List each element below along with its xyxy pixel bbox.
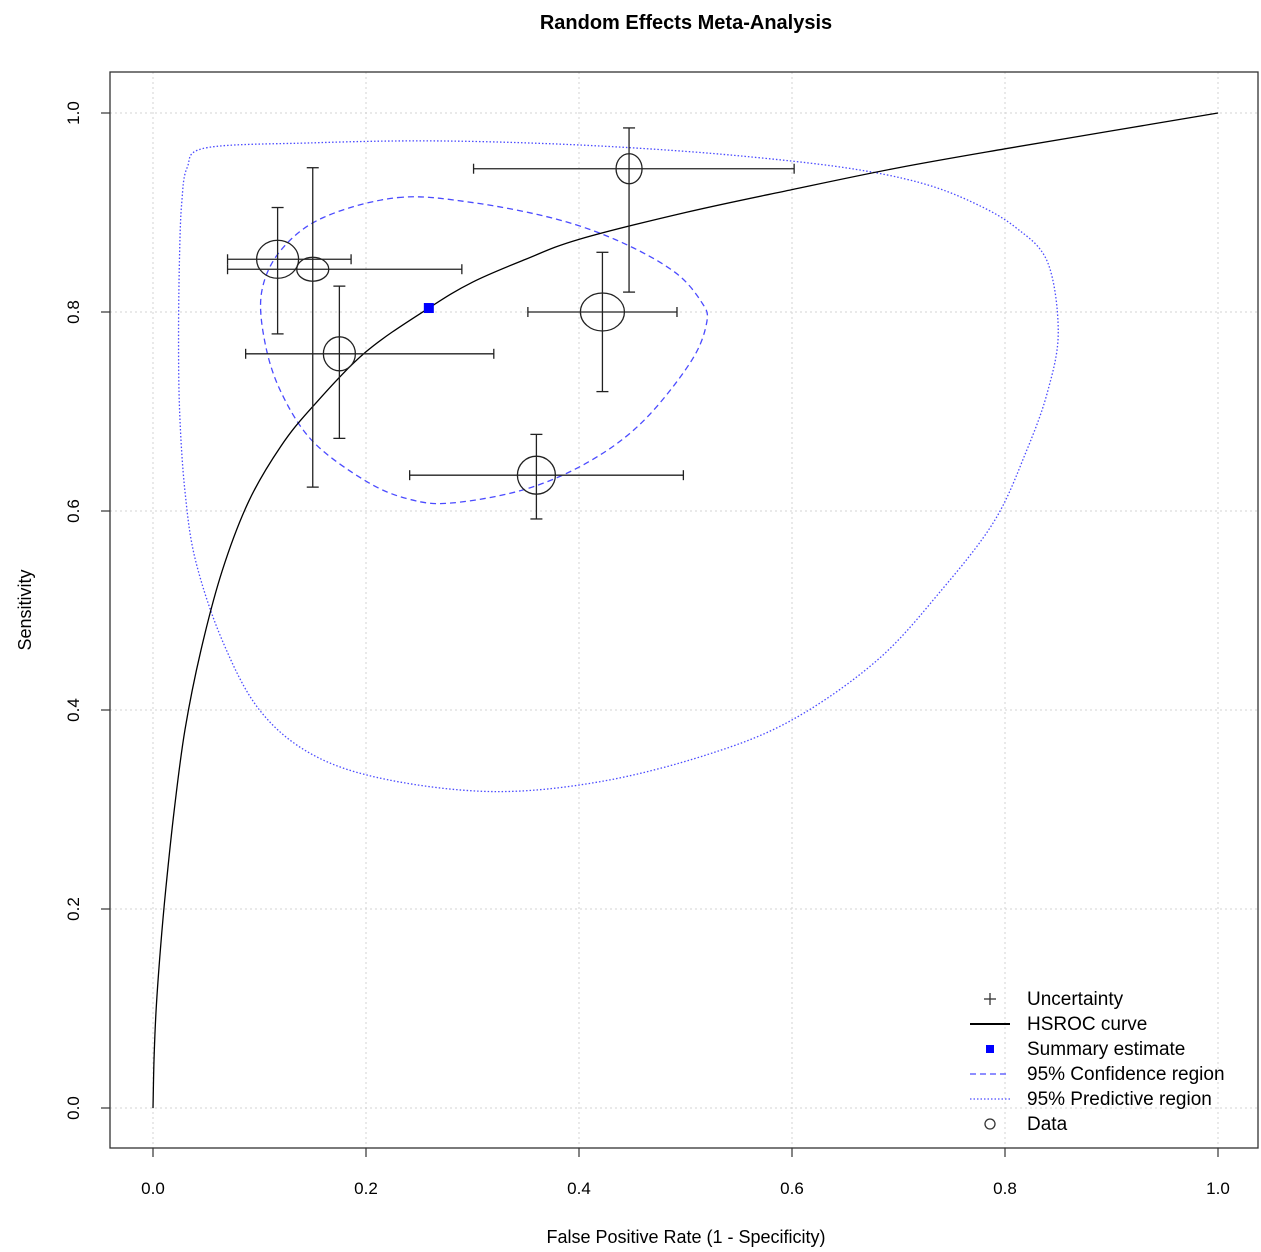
legend-item: HSROC curve — [970, 1014, 1147, 1035]
regions — [177, 140, 1059, 793]
summary-group — [423, 303, 434, 314]
x-tick-label: 0.4 — [567, 1179, 591, 1198]
x-tick-label: 0.0 — [141, 1179, 165, 1198]
legend-item: 95% Confidence region — [970, 1064, 1225, 1085]
study-point — [245, 285, 495, 440]
study-ellipse — [615, 153, 643, 185]
grid — [110, 72, 1258, 1148]
study-ellipse — [296, 256, 330, 282]
y-tick-label: 0.0 — [64, 1096, 83, 1120]
y-tick-label: 0.2 — [64, 897, 83, 921]
legend-label: 95% Confidence region — [1027, 1064, 1225, 1085]
legend-item: Uncertainty — [984, 989, 1124, 1010]
y-axis: 0.0 0.2 0.4 0.6 0.8 1.0 — [64, 101, 110, 1120]
legend: Uncertainty HSROC curve Summary estimate 95… — [970, 989, 1225, 1135]
study-ellipse — [255, 239, 300, 279]
plot-frame — [109, 71, 1259, 1149]
studies-group — [226, 127, 795, 520]
y-tick-label: 0.4 — [64, 698, 83, 722]
study-point — [409, 433, 685, 520]
y-tick-label: 0.6 — [64, 499, 83, 523]
legend-label: Uncertainty — [1027, 989, 1124, 1010]
legend-item: Summary estimate — [986, 1039, 1185, 1060]
x-tick-label: 0.8 — [993, 1179, 1017, 1198]
study-ellipse — [516, 455, 557, 495]
study-point — [226, 167, 463, 488]
confidence-region — [259, 196, 709, 505]
legend-square-icon — [986, 1045, 994, 1053]
study-ellipse — [579, 292, 626, 332]
x-tick-label: 0.2 — [354, 1179, 378, 1198]
legend-item: Data — [984, 1114, 1068, 1135]
y-axis-label: Sensitivity — [15, 569, 35, 650]
hsroc-curve-group — [152, 112, 1219, 1109]
x-axis-label: False Positive Rate (1 - Specificity) — [546, 1227, 825, 1247]
x-axis: 0.0 0.2 0.4 0.6 0.8 1.0 — [141, 1148, 1230, 1198]
study-point — [226, 206, 352, 335]
x-tick-label: 1.0 — [1206, 1179, 1230, 1198]
study-ellipse — [322, 336, 357, 372]
summary-estimate-marker — [423, 303, 434, 314]
study-point — [472, 127, 795, 293]
study-point — [527, 251, 678, 393]
legend-label: HSROC curve — [1027, 1014, 1147, 1035]
y-tick-label: 1.0 — [64, 101, 83, 125]
legend-label: Data — [1027, 1114, 1068, 1135]
hsroc-curve — [152, 112, 1219, 1109]
x-tick-label: 0.6 — [780, 1179, 804, 1198]
predictive-region — [177, 140, 1059, 793]
legend-label: Summary estimate — [1027, 1039, 1185, 1060]
y-tick-label: 0.8 — [64, 300, 83, 324]
legend-label: 95% Predictive region — [1027, 1089, 1212, 1110]
chart-title: Random Effects Meta-Analysis — [540, 12, 832, 34]
legend-item: 95% Predictive region — [970, 1089, 1212, 1110]
legend-circle-icon — [984, 1118, 996, 1130]
